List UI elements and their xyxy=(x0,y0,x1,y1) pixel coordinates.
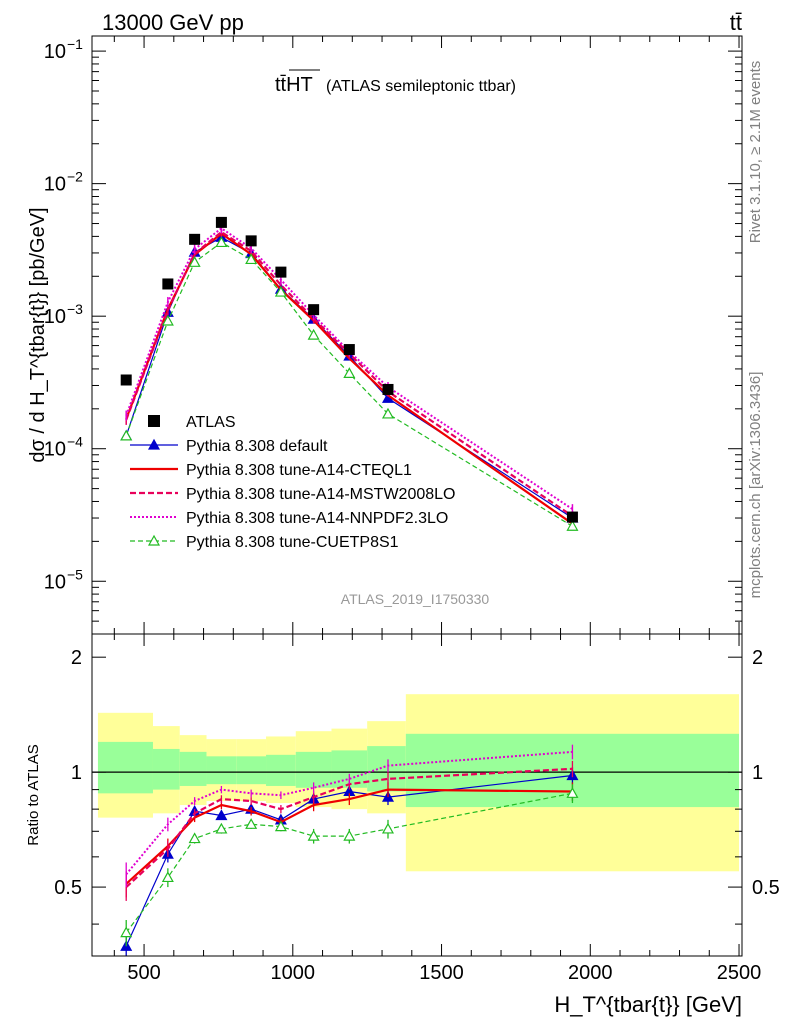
chart-title-rest: (ATLAS semileptonic ttbar) xyxy=(326,78,516,95)
ratio-band-green xyxy=(367,746,406,792)
ratio-point-cuetp8s1 xyxy=(245,818,258,829)
main-y-tick-label: 10 xyxy=(44,439,66,461)
ratio-series-group xyxy=(120,744,579,956)
main-point-atlas xyxy=(120,374,132,386)
main-point-cuetp8s1 xyxy=(381,407,395,419)
legend-label: Pythia 8.308 tune-A14-MSTW2008LO xyxy=(186,486,455,503)
legend-label: Pythia 8.308 tune-A14-CTEQL1 xyxy=(186,462,412,479)
main-series-line-A14_MSTW xyxy=(125,230,574,518)
ratio-band-green xyxy=(266,754,296,786)
main-ylabel-text: dσ / d H_T^{tbar{t}} [pb/GeV] xyxy=(27,207,49,462)
main-point-atlas xyxy=(189,233,201,245)
ratio-point-cuetp8s1 xyxy=(215,822,228,834)
main-point-cuetp8s1 xyxy=(161,314,174,326)
ratio-x-tick-label: 2500 xyxy=(717,962,762,984)
ratio-y-tick-label: 1 xyxy=(71,762,82,784)
main-ylabel: dσ / d H_T^{tbar{t}} [pb/GeV] xyxy=(27,207,49,462)
ratio-point-cuetp8s1 xyxy=(381,822,395,834)
legend-marker-atlas xyxy=(148,415,160,427)
chart-title-main: tt̄HT xyxy=(275,74,313,96)
ratio-point-cuetp8s1 xyxy=(188,832,201,844)
main-point-atlas xyxy=(566,511,578,523)
main-y-tick-label-exponent: −3 xyxy=(67,301,83,317)
main-y-tick-label-exponent: −2 xyxy=(67,169,83,185)
main-y-tick-label: 10 xyxy=(44,41,66,63)
ratio-y-tick-label-right: 1 xyxy=(752,762,763,784)
main-point-cuetp8s1 xyxy=(343,367,356,379)
legend-marker-default xyxy=(147,438,161,450)
legend-marker-cuetp8s1 xyxy=(147,534,161,546)
main-point-atlas xyxy=(275,266,287,278)
main-point-cuetp8s1 xyxy=(245,253,258,265)
ratio-x-tick-label: 1000 xyxy=(271,962,316,984)
header-left: 13000 GeV pp xyxy=(102,10,244,35)
ratio-series-line-CUETP8S1 xyxy=(125,792,573,933)
ratio-x-tick-label: 1500 xyxy=(419,962,464,984)
mcplots-label: mcplots.cern.ch [arXiv:1306.3436] xyxy=(747,372,764,599)
ratio-plot-data xyxy=(120,744,579,956)
ratio-uncertainty-bands xyxy=(97,694,740,872)
main-point-atlas xyxy=(215,216,227,228)
ratio-series-line-A14_MSTW xyxy=(125,767,573,888)
main-point-cuetp8s1 xyxy=(215,236,228,248)
legend: ATLAS Pythia 8.308 default Pythia 8.308 tu… xyxy=(130,414,455,551)
ratio-point-cuetp8s1 xyxy=(274,820,287,832)
main-point-atlas xyxy=(382,383,394,395)
legend-label: Pythia 8.308 tune-A14-NNPDF2.3LO xyxy=(186,510,448,527)
analysis-watermark: ATLAS_2019_I1750330 xyxy=(341,591,490,607)
main-y-tick-label-exponent: −4 xyxy=(67,434,83,450)
ratio-point-cuetp8s1 xyxy=(120,926,133,938)
ratio-y-tick-label-right: 0.5 xyxy=(752,877,780,899)
main-point-cuetp8s1 xyxy=(307,328,320,340)
ratio-band-green xyxy=(236,756,267,785)
ratio-point-cuetp8s1 xyxy=(161,871,174,883)
ratio-y-tick-label: 2 xyxy=(71,647,82,669)
legend-label: Pythia 8.308 tune-CUETP8S1 xyxy=(186,534,399,551)
legend-label: ATLAS xyxy=(186,414,236,431)
main-point-atlas xyxy=(162,278,174,290)
main-point-atlas xyxy=(308,304,320,316)
main-plot-data xyxy=(120,216,579,531)
main-y-tick-label-exponent: −1 xyxy=(67,36,83,52)
ratio-x-tick-label: 2000 xyxy=(568,962,613,984)
main-axes: 10−510−410−310−210−1 xyxy=(44,36,742,635)
main-point-atlas xyxy=(343,344,355,356)
ratio-axes: 500 1000 1500 2000 2500 0.5 0.5 1 1 2 2 xyxy=(54,634,780,984)
ratio-point-cuetp8s1 xyxy=(307,829,320,841)
ratio-ylabel: Ratio to ATLAS xyxy=(25,744,42,845)
ratio-band-green xyxy=(206,756,237,785)
ratio-plot-frame xyxy=(91,633,743,957)
main-point-cuetp8s1 xyxy=(274,285,287,297)
ratio-series-line-A14_NNPDF xyxy=(125,750,573,875)
ratio-band-green xyxy=(97,741,153,794)
main-point-atlas xyxy=(245,235,257,247)
main-point-cuetp8s1 xyxy=(120,429,133,441)
header-right: tt̄ xyxy=(730,10,742,35)
ratio-x-tick-label: 500 xyxy=(127,962,160,984)
ratio-band-green xyxy=(152,748,180,790)
ratio-point-cuetp8s1 xyxy=(566,787,579,798)
main-y-tick-label: 10 xyxy=(44,571,66,593)
main-series-line-A14_CTEQL1 xyxy=(125,232,574,525)
main-series-line-CUETP8S1 xyxy=(125,241,573,527)
ratio-band-green xyxy=(295,751,332,788)
ratio-point-cuetp8s1 xyxy=(343,829,356,841)
ratio-point-default xyxy=(215,809,228,821)
ratio-xlabel: H_T^{tbar{t}} [GeV] xyxy=(554,992,742,1017)
main-y-tick-label-exponent: −5 xyxy=(67,566,83,582)
rivet-label: Rivet 3.1.10, ≥ 2.1M events xyxy=(747,61,764,244)
main-y-tick-label: 10 xyxy=(44,174,66,196)
ratio-y-tick-label: 0.5 xyxy=(54,877,82,899)
ratio-series-line-A14_CTEQL1 xyxy=(125,788,573,885)
main-y-tick-label: 10 xyxy=(44,306,66,328)
ratio-y-tick-label-right: 2 xyxy=(752,647,763,669)
main-point-cuetp8s1 xyxy=(566,520,579,531)
ratio-band-green xyxy=(179,751,207,786)
legend-label: Pythia 8.308 default xyxy=(186,438,328,455)
main-point-cuetp8s1 xyxy=(188,256,201,267)
